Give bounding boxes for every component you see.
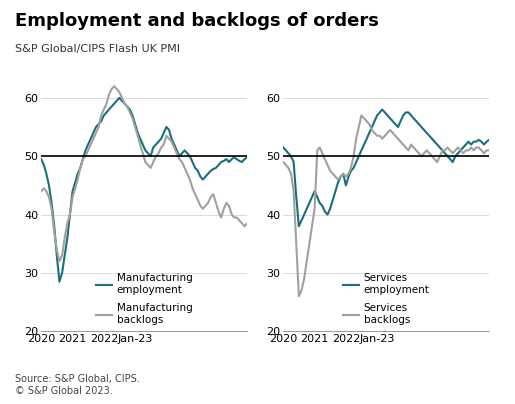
Line: Services
employment: Services employment — [283, 109, 489, 226]
Line: Manufacturing
employment: Manufacturing employment — [41, 98, 247, 282]
Text: Employment and backlogs of orders: Employment and backlogs of orders — [15, 12, 380, 30]
Line: Manufacturing
backlogs: Manufacturing backlogs — [41, 86, 247, 261]
Legend: Manufacturing
employment, Manufacturing
backlogs: Manufacturing employment, Manufacturing … — [92, 269, 197, 329]
Text: Source: S&P Global, CIPS.
© S&P Global 2023.: Source: S&P Global, CIPS. © S&P Global 2… — [15, 375, 140, 396]
Legend: Services
employment, Services
backlogs: Services employment, Services backlogs — [339, 269, 434, 329]
Text: S&P Global/CIPS Flash UK PMI: S&P Global/CIPS Flash UK PMI — [15, 44, 180, 55]
Line: Services
backlogs: Services backlogs — [283, 116, 489, 296]
